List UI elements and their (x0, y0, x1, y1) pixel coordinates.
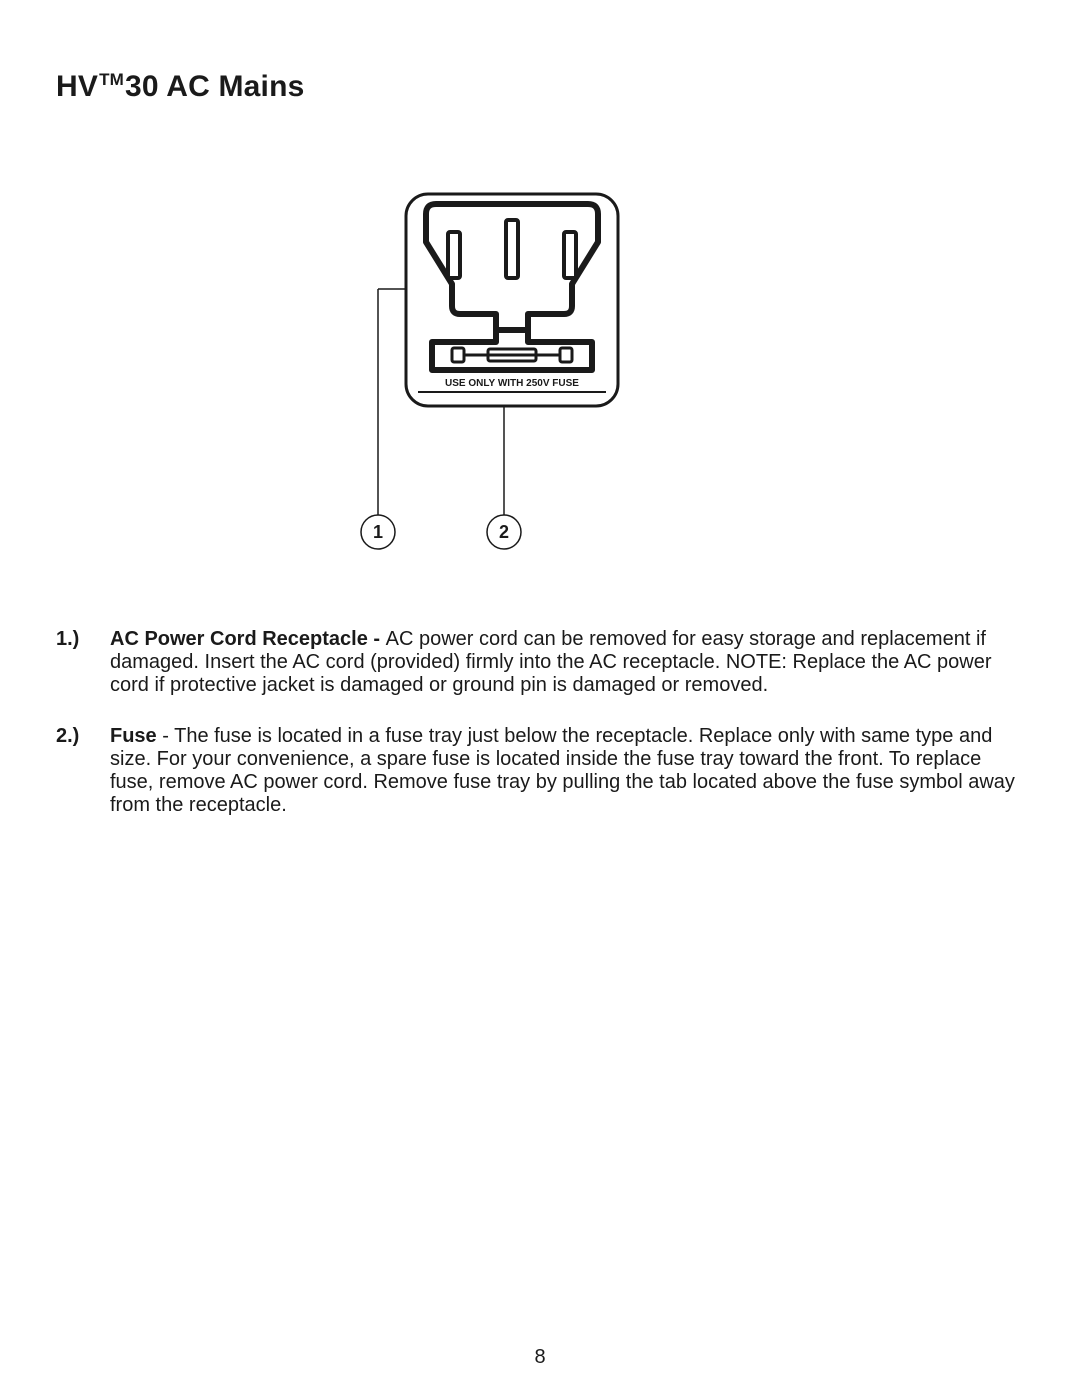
fuse-warning-label: USE ONLY WITH 250V FUSE (445, 378, 579, 389)
item-sep: - (157, 725, 174, 747)
page-title: HVTM30 AC Mains (56, 70, 1024, 104)
ac-mains-diagram: USE ONLY WITH 250V FUSE 1 2 (56, 132, 1024, 552)
item-lead: Fuse (110, 725, 157, 747)
item-number: 1.) (56, 628, 92, 697)
item-body: AC Power Cord Receptacle - AC power cord… (110, 628, 1024, 697)
item-lead: AC Power Cord Receptacle - (110, 628, 386, 650)
title-prefix: HV (56, 70, 98, 103)
callout-1-label: 1 (373, 522, 383, 542)
description-list: 1.) AC Power Cord Receptacle - AC power … (56, 628, 1024, 817)
list-item: 1.) AC Power Cord Receptacle - AC power … (56, 628, 1024, 697)
item-number: 2.) (56, 725, 92, 817)
page-number: 8 (0, 1346, 1080, 1369)
callout-2-label: 2 (499, 522, 509, 542)
item-text: The fuse is located in a fuse tray just … (110, 725, 1015, 816)
callout-2: 2 (487, 407, 521, 549)
title-suffix: 30 AC Mains (125, 70, 304, 103)
callout-1: 1 (361, 289, 405, 549)
title-tm: TM (99, 70, 124, 89)
item-body: Fuse - The fuse is located in a fuse tra… (110, 725, 1024, 817)
list-item: 2.) Fuse - The fuse is located in a fuse… (56, 725, 1024, 817)
diagram-svg: USE ONLY WITH 250V FUSE 1 2 (56, 132, 1024, 552)
